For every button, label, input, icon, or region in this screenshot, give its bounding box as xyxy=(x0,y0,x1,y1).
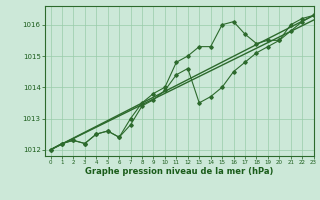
X-axis label: Graphe pression niveau de la mer (hPa): Graphe pression niveau de la mer (hPa) xyxy=(85,167,273,176)
